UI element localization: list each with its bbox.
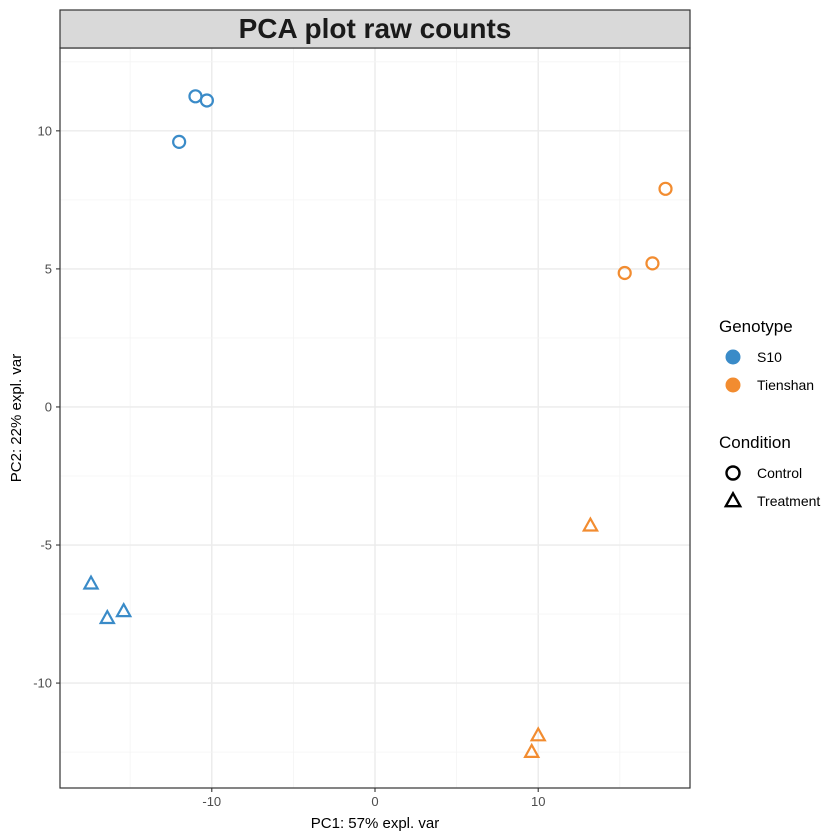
plot-title: PCA plot raw counts bbox=[239, 13, 512, 44]
data-point-circle bbox=[172, 134, 187, 149]
data-point-circle bbox=[645, 256, 660, 271]
legend-label: Treatment bbox=[757, 493, 820, 509]
legend: Genotype S10 Tienshan Condition Control Treat… bbox=[719, 317, 820, 509]
grid bbox=[60, 48, 690, 788]
data-point-triangle bbox=[581, 516, 599, 532]
y-tick-label: 0 bbox=[45, 399, 52, 414]
y-tick-label: 5 bbox=[45, 261, 52, 276]
legend-label: S10 bbox=[757, 349, 782, 365]
x-tick-label: -10 bbox=[202, 794, 221, 809]
legend-title: Genotype bbox=[719, 317, 793, 336]
y-axis-title: PC2: 22% expl. var bbox=[8, 354, 25, 482]
data-point-triangle bbox=[523, 742, 541, 759]
data-point-circle bbox=[658, 181, 673, 196]
legend-key-shape bbox=[725, 465, 741, 481]
y-tick-label: -10 bbox=[33, 676, 52, 691]
data-point-triangle bbox=[115, 601, 133, 618]
data-point-triangle bbox=[529, 726, 547, 742]
x-tick-label: 0 bbox=[371, 794, 378, 809]
legend-key-color bbox=[725, 377, 741, 393]
y-tick-label: -5 bbox=[40, 538, 52, 553]
legend-key-shape bbox=[723, 490, 743, 508]
data-point-triangle bbox=[82, 574, 100, 590]
legend-key-color bbox=[725, 349, 741, 365]
title-strip bbox=[59, 9, 691, 49]
data-point-triangle bbox=[98, 608, 116, 625]
legend-label: Control bbox=[757, 465, 802, 481]
data-point-circle bbox=[199, 93, 214, 108]
x-axis-title: PC1: 57% expl. var bbox=[311, 815, 439, 832]
x-tick-label: 10 bbox=[531, 794, 545, 809]
legend-label: Tienshan bbox=[757, 377, 814, 393]
axis-ticks: -10 0 10 -10 -5 0 5 10 bbox=[33, 123, 545, 809]
data-point-circle bbox=[617, 265, 632, 281]
y-tick-label: 10 bbox=[38, 123, 52, 138]
data-points bbox=[82, 89, 673, 759]
legend-title: Condition bbox=[719, 433, 791, 452]
